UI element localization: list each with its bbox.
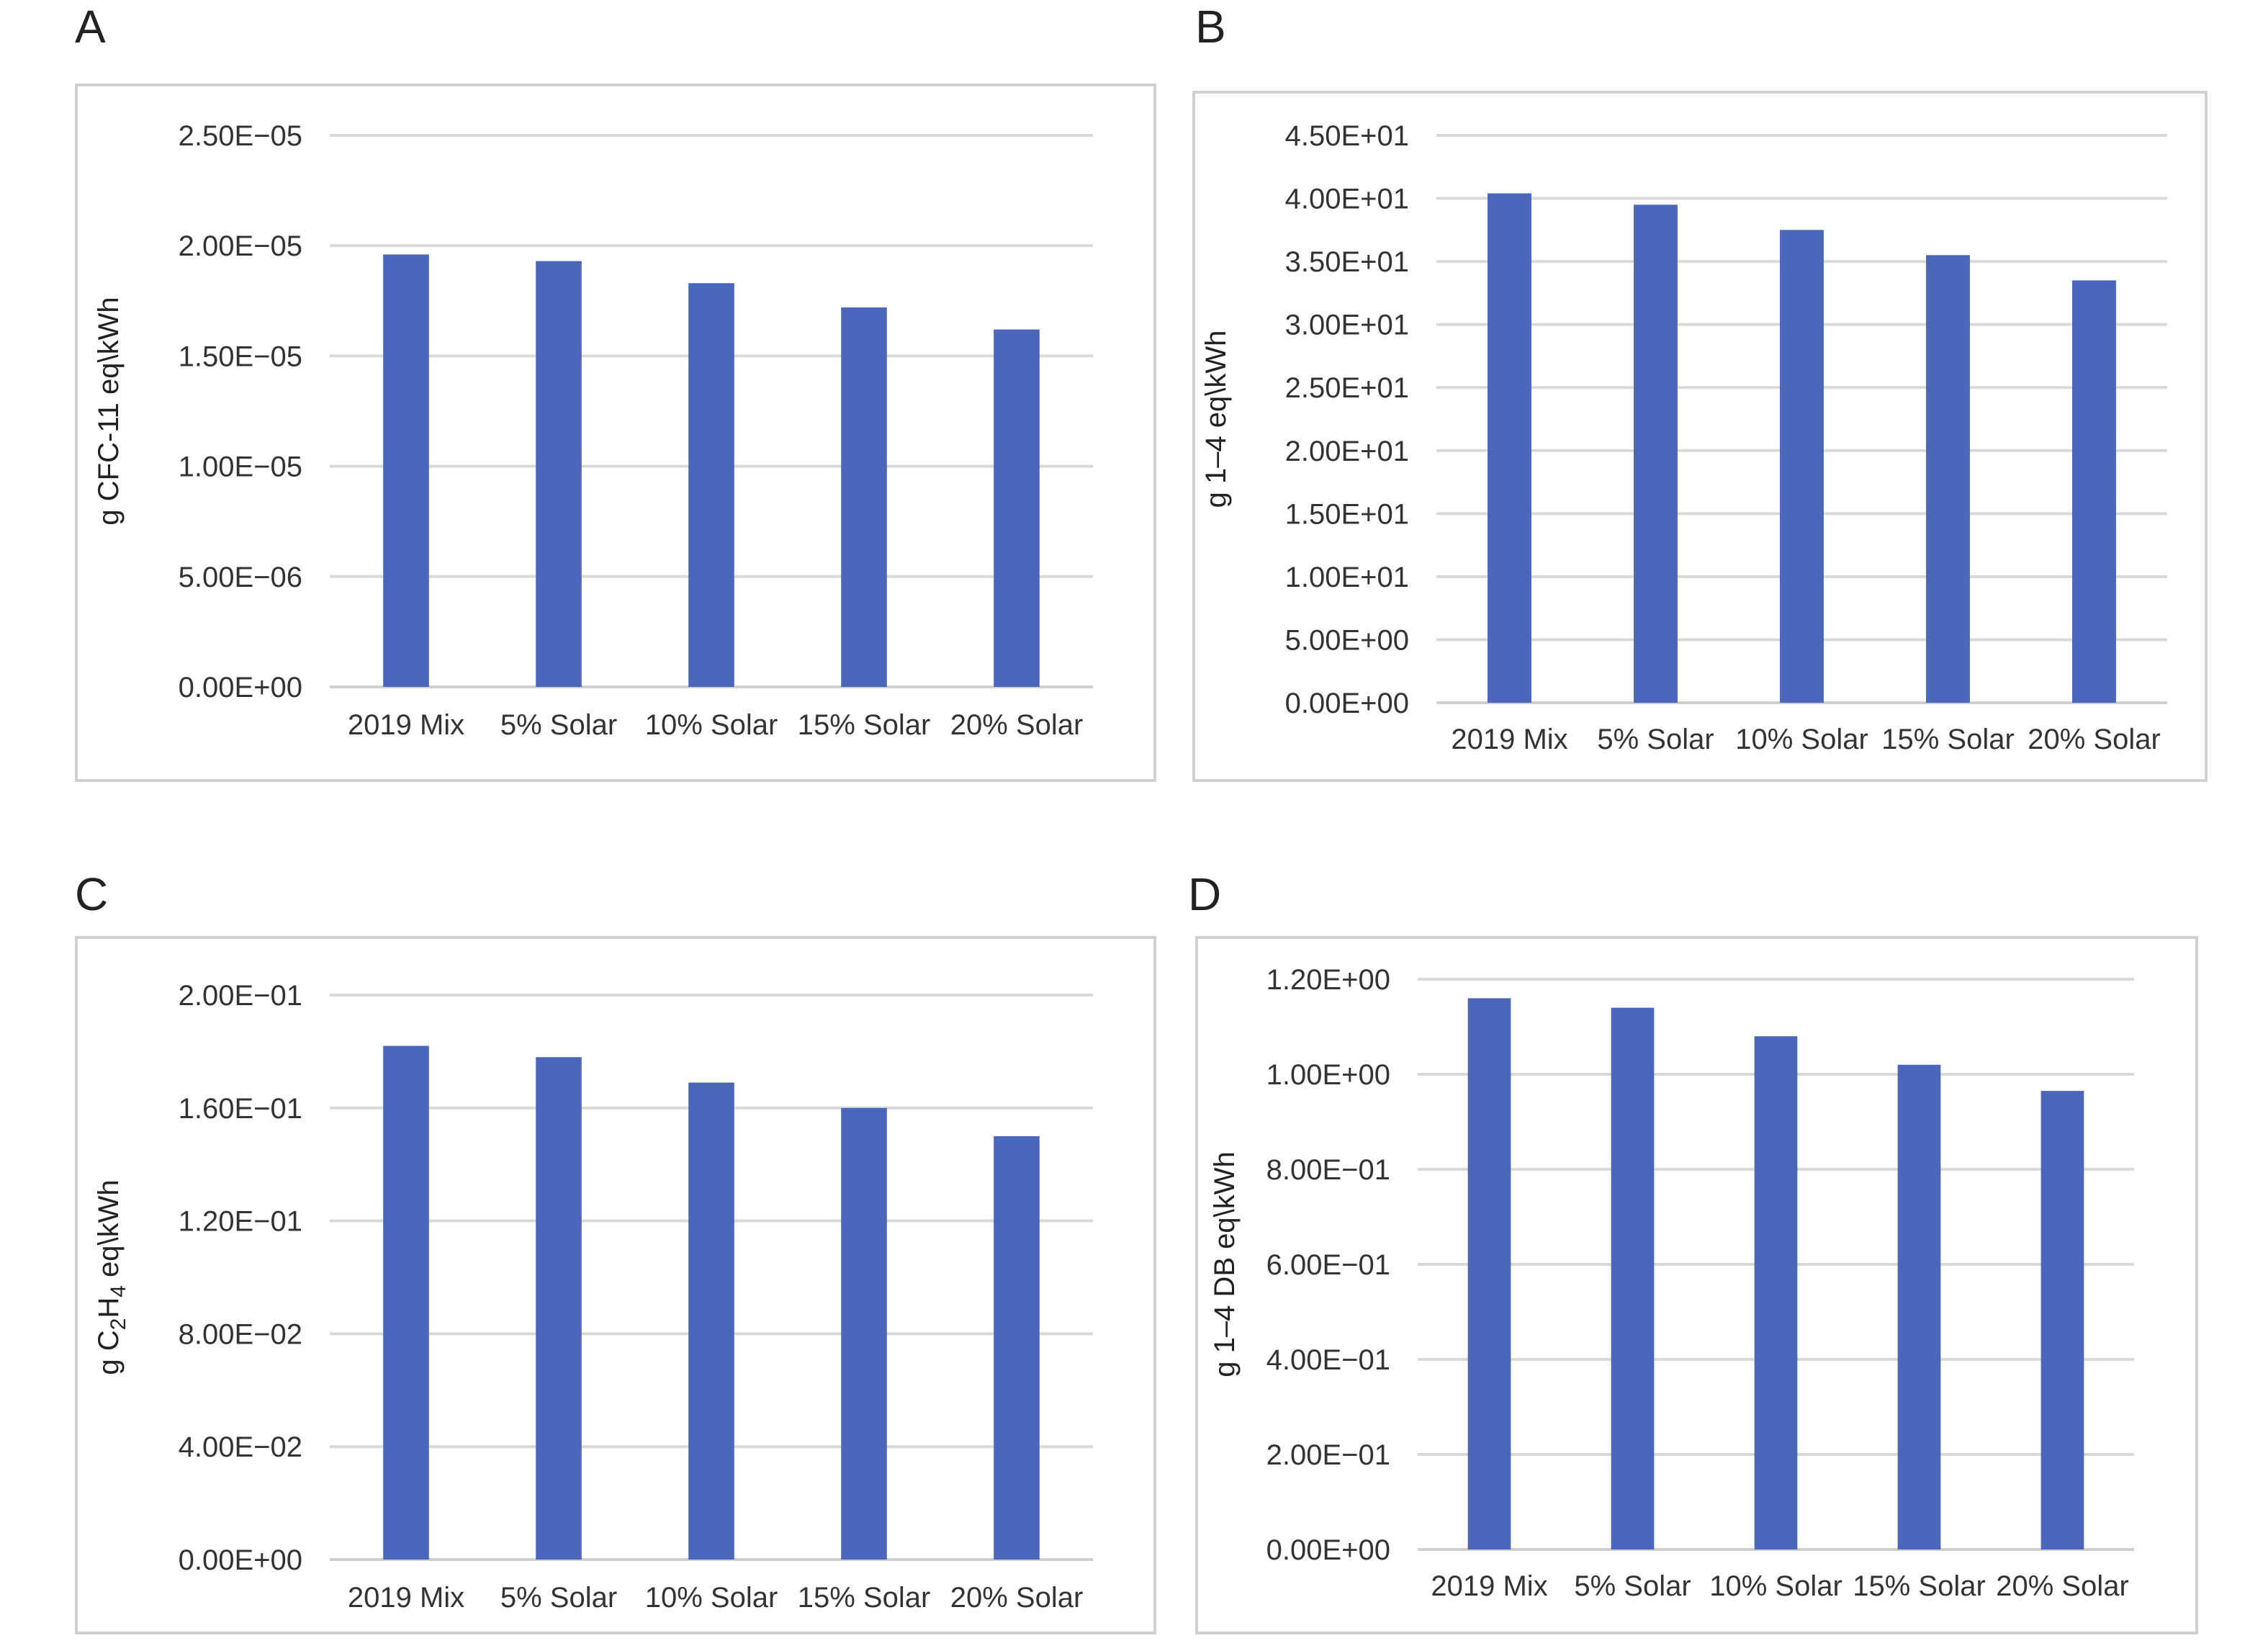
category-label: 20% Solar bbox=[950, 709, 1084, 741]
y-tick-label: 1.00E+00 bbox=[1266, 1059, 1390, 1091]
chart-b-svg: 0.00E+00 5.00E+00 1.00E+01 1.50E+01 2.00E+01… bbox=[1200, 120, 2167, 755]
y-tick-label: 3.00E+01 bbox=[1285, 310, 1409, 341]
category-label: 20% Solar bbox=[1996, 1570, 2129, 1602]
category-label: 15% Solar bbox=[1853, 1570, 1986, 1602]
chart-panel-d: 0.00E+00 2.00E−01 4.00E−01 6.00E−01 8.00E−01… bbox=[1195, 936, 2198, 1634]
y-tick-label: 4.00E−02 bbox=[179, 1431, 302, 1463]
y-tick-label: 1.20E+00 bbox=[1266, 964, 1390, 996]
y-tick-label: 5.00E−06 bbox=[179, 562, 302, 593]
category-label: 15% Solar bbox=[1881, 724, 2015, 755]
bar bbox=[841, 1107, 887, 1560]
bar bbox=[2040, 1091, 2084, 1549]
y-tick-label: 2.00E−01 bbox=[179, 980, 302, 1012]
y-tick-label: 2.00E−01 bbox=[1266, 1439, 1390, 1471]
y-tick-label: 1.50E+01 bbox=[1285, 498, 1409, 530]
y-tick-label: 0.00E+00 bbox=[1266, 1534, 1390, 1566]
y-axis-title: g C2H4 eq\kWh bbox=[93, 1179, 130, 1375]
category-label: 10% Solar bbox=[1709, 1570, 1842, 1602]
y-tick-label: 3.50E+01 bbox=[1285, 246, 1409, 278]
category-label: 10% Solar bbox=[645, 1582, 778, 1614]
category-label: 15% Solar bbox=[798, 1582, 931, 1614]
category-label: 5% Solar bbox=[500, 1582, 617, 1614]
category-label: 2019 Mix bbox=[1451, 724, 1567, 755]
y-tick-label: 1.00E+01 bbox=[1285, 562, 1409, 593]
y-tick-label: 1.50E−05 bbox=[179, 341, 302, 372]
y-tick-label: 2.50E−05 bbox=[179, 120, 302, 152]
y-tick-label: 2.00E+01 bbox=[1285, 436, 1409, 467]
y-tick-label: 0.00E+00 bbox=[1285, 688, 1409, 719]
chart-a-svg: 0.00E+00 5.00E−06 1.00E−05 1.50E−05 2.00E−05… bbox=[93, 120, 1093, 741]
y-tick-label: 5.00E+00 bbox=[1285, 624, 1409, 656]
y-tick-label: 4.50E+01 bbox=[1285, 120, 1409, 152]
panel-letter-b: B bbox=[1195, 1, 1226, 53]
bar bbox=[1754, 1036, 1798, 1549]
y-tick-label: 1.20E−01 bbox=[179, 1206, 302, 1238]
bar bbox=[1611, 1007, 1655, 1549]
y-tick-label: 8.00E−02 bbox=[179, 1318, 302, 1350]
panel-letter-d: D bbox=[1188, 868, 1222, 920]
chart-panel-a: 0.00E+00 5.00E−06 1.00E−05 1.50E−05 2.00E−05… bbox=[75, 84, 1156, 782]
bar bbox=[383, 1045, 429, 1560]
panel-letter-c: C bbox=[75, 868, 109, 920]
category-label: 10% Solar bbox=[645, 709, 778, 741]
category-label: 10% Solar bbox=[1735, 724, 1868, 755]
category-label: 2019 Mix bbox=[1431, 1570, 1547, 1602]
category-label: 2019 Mix bbox=[348, 709, 464, 741]
bar bbox=[1467, 998, 1511, 1549]
bar bbox=[536, 261, 582, 687]
category-label: 20% Solar bbox=[950, 1582, 1084, 1614]
chart-panel-b: 0.00E+00 5.00E+00 1.00E+01 1.50E+01 2.00E+01… bbox=[1192, 91, 2208, 782]
y-tick-label: 0.00E+00 bbox=[179, 672, 302, 703]
bar bbox=[1634, 204, 1678, 703]
bar bbox=[994, 1136, 1040, 1560]
category-label: 5% Solar bbox=[500, 709, 617, 741]
y-axis-title: g 1–4 eq\kWh bbox=[1200, 330, 1232, 508]
bar bbox=[688, 283, 734, 688]
chart-panel-c: 0.00E+00 4.00E−02 8.00E−02 1.20E−01 1.60E−01… bbox=[75, 936, 1156, 1634]
y-tick-label: 8.00E−01 bbox=[1266, 1154, 1390, 1186]
y-axis-title: g CFC-11 eq\kWh bbox=[93, 297, 125, 525]
y-tick-label: 2.50E+01 bbox=[1285, 372, 1409, 404]
bar bbox=[1780, 230, 1824, 703]
category-label: 5% Solar bbox=[1597, 724, 1714, 755]
y-tick-label: 1.60E−01 bbox=[179, 1093, 302, 1125]
bar bbox=[1488, 193, 1531, 703]
y-axis-title: g 1–4 DB eq\kWh bbox=[1209, 1151, 1241, 1377]
category-label: 5% Solar bbox=[1574, 1570, 1691, 1602]
y-tick-label: 4.00E−01 bbox=[1266, 1344, 1390, 1376]
bar bbox=[2072, 280, 2116, 703]
bar bbox=[536, 1057, 582, 1560]
y-tick-label: 6.00E−01 bbox=[1266, 1249, 1390, 1281]
y-tick-label: 4.00E+01 bbox=[1285, 184, 1409, 215]
chart-d-svg: 0.00E+00 2.00E−01 4.00E−01 6.00E−01 8.00E−01… bbox=[1209, 964, 2134, 1602]
y-tick-label: 1.00E−05 bbox=[179, 451, 302, 483]
bar bbox=[1926, 255, 1970, 703]
bar bbox=[994, 329, 1040, 687]
y-tick-label: 2.00E−05 bbox=[179, 230, 302, 262]
panel-letter-a: A bbox=[75, 1, 106, 53]
y-tick-label: 0.00E+00 bbox=[179, 1544, 302, 1576]
chart-c-svg: 0.00E+00 4.00E−02 8.00E−02 1.20E−01 1.60E−01… bbox=[93, 980, 1093, 1614]
category-label: 20% Solar bbox=[2028, 724, 2161, 755]
bar bbox=[383, 254, 429, 687]
category-label: 2019 Mix bbox=[348, 1582, 464, 1614]
bar bbox=[841, 307, 887, 687]
bar bbox=[688, 1082, 734, 1560]
category-label: 15% Solar bbox=[798, 709, 931, 741]
bar bbox=[1897, 1064, 1941, 1549]
